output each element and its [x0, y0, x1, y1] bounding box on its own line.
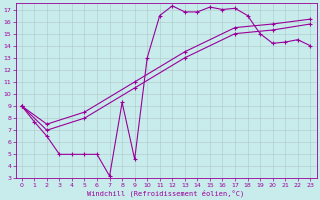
X-axis label: Windchill (Refroidissement éolien,°C): Windchill (Refroidissement éolien,°C) — [87, 189, 245, 197]
